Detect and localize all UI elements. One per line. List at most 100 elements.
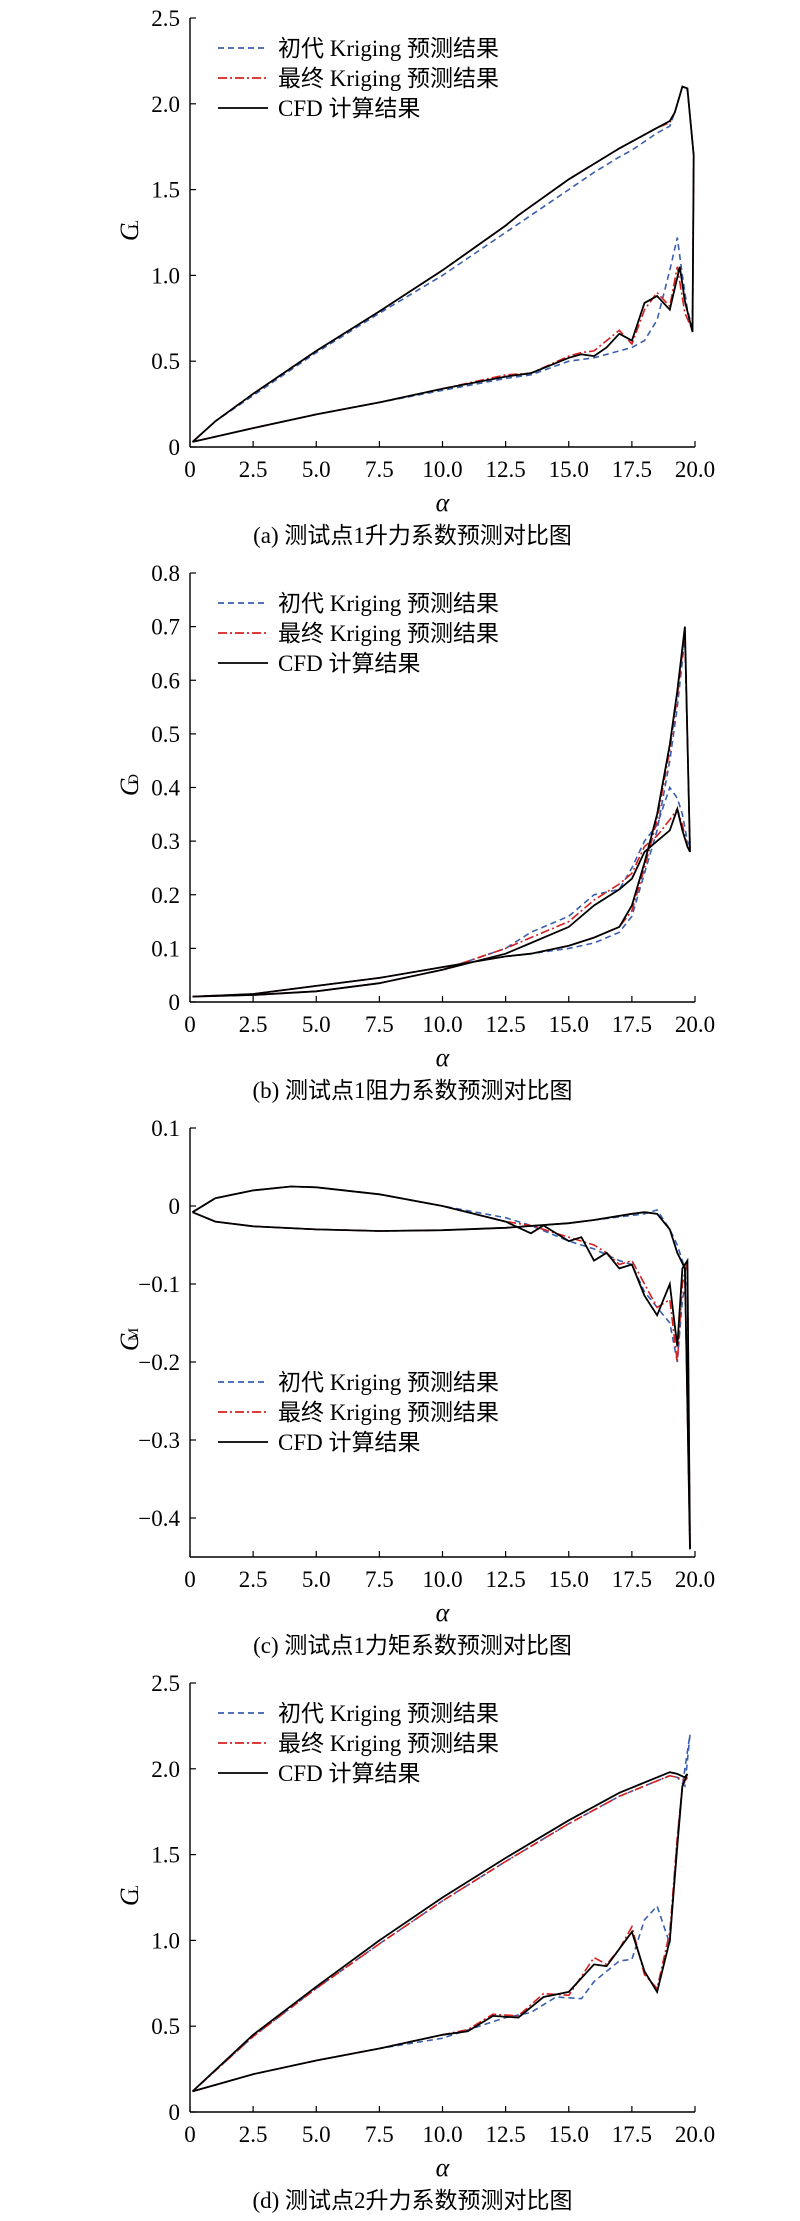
y-axis-label: C [115, 1888, 144, 1906]
x-tick-label: 10.0 [422, 1567, 462, 1592]
y-axis-label-subscript: M [126, 1328, 142, 1341]
y-tick-label: 0 [169, 435, 181, 460]
series-line-2 [192, 631, 691, 998]
y-axis-label-subscript: L [126, 220, 142, 229]
y-tick-label: 1.5 [151, 1843, 180, 1868]
x-tick-label: 2.5 [239, 1567, 268, 1592]
y-tick-label: −0.1 [138, 1272, 180, 1297]
x-tick-label: 10.0 [422, 1012, 462, 1037]
x-tick-label: 2.5 [239, 457, 268, 482]
y-tick-label: −0.2 [138, 1350, 180, 1375]
legend-label: 初代 Kriging 预测结果 [278, 1701, 499, 1726]
series-line-2 [192, 1185, 691, 1550]
legend-label: 最终 Kriging 预测结果 [278, 1400, 499, 1425]
x-tick-label: 17.5 [612, 1567, 652, 1592]
y-tick-label: 0.4 [151, 776, 180, 801]
y-tick-label: 1.5 [151, 178, 180, 203]
y-tick-label: 0 [169, 990, 181, 1015]
x-tick-label: 17.5 [612, 457, 652, 482]
x-tick-label: 20.0 [675, 1012, 715, 1037]
legend-label: CFD 计算结果 [278, 1761, 421, 1786]
legend-label: CFD 计算结果 [278, 96, 421, 121]
x-tick-label: 0 [184, 2122, 196, 2147]
x-tick-label: 10.0 [422, 2122, 462, 2147]
x-tick-label: 15.0 [549, 1012, 589, 1037]
chart-svg: 0 2.5 5.0 7.5 10.0 12.5 15.0 17.5 20.0 0 0.5 1.0 1.5… [115, 6, 715, 548]
x-tick-label: 0 [184, 1012, 196, 1037]
x-tick-label: 5.0 [302, 1012, 331, 1037]
x-tick-label: 12.5 [486, 457, 526, 482]
y-tick-label: 0.1 [151, 936, 180, 961]
series-line-3 [192, 626, 691, 998]
chart-caption: (d) 测试点2升力系数预测对比图 [252, 2188, 572, 2213]
x-tick-label: 7.5 [365, 1567, 394, 1592]
y-tick-label: 0.5 [151, 349, 180, 374]
series-line-3 [191, 85, 695, 443]
y-axis-label: C [115, 778, 144, 796]
y-axis-label-subscript: L [126, 1885, 142, 1894]
legend-label: 最终 Kriging 预测结果 [278, 621, 499, 646]
chart-panel-d: 0 2.5 5.0 7.5 10.0 12.5 15.0 17.5 20.0 0 0.5 1.0 1.5… [0, 1665, 800, 2220]
y-tick-label: 0 [169, 2100, 181, 2125]
y-tick-label: 0.2 [151, 883, 180, 908]
x-axis-label: α [436, 488, 451, 517]
x-tick-label: 12.5 [486, 1567, 526, 1592]
legend-label: CFD 计算结果 [278, 1430, 421, 1455]
y-tick-label: −0.4 [138, 1506, 180, 1531]
legend-label: 最终 Kriging 预测结果 [278, 66, 499, 91]
y-tick-label: 0.6 [151, 668, 180, 693]
x-tick-label: 12.5 [486, 2122, 526, 2147]
x-tick-label: 2.5 [239, 2122, 268, 2147]
series-line-1 [192, 1185, 691, 1550]
x-tick-label: 10.0 [422, 457, 462, 482]
series-line-1 [191, 1734, 691, 2093]
series-line-3 [191, 1771, 689, 2093]
x-tick-label: 12.5 [486, 1012, 526, 1037]
legend-label: 初代 Kriging 预测结果 [278, 36, 499, 61]
x-tick-label: 15.0 [549, 1567, 589, 1592]
x-tick-label: 20.0 [675, 2122, 715, 2147]
y-tick-label: −0.3 [138, 1428, 180, 1453]
y-axis-label-subscript: D [126, 774, 142, 785]
y-axis-label: C [115, 1333, 144, 1351]
series-line-2 [191, 1774, 689, 2093]
y-tick-label: 2.0 [151, 92, 180, 117]
y-tick-label: 0.3 [151, 829, 180, 854]
series-line-3 [192, 1185, 691, 1550]
y-tick-label: 0.5 [151, 2014, 180, 2039]
x-tick-label: 5.0 [302, 2122, 331, 2147]
legend-label: CFD 计算结果 [278, 651, 421, 676]
chart-panel-b: 0 2.5 5.0 7.5 10.0 12.5 15.0 17.5 20.0 0 0.1 0.2 0.3… [0, 555, 800, 1110]
chart-panel-a: 0 2.5 5.0 7.5 10.0 12.5 15.0 17.5 20.0 0 0.5 1.0 1.5… [0, 0, 800, 555]
x-tick-label: 17.5 [612, 2122, 652, 2147]
x-axis-label: α [436, 1598, 451, 1627]
y-tick-label: 2.5 [151, 6, 180, 31]
chart-caption: (a) 测试点1升力系数预测对比图 [253, 523, 572, 548]
series-line-1 [192, 637, 691, 998]
x-tick-label: 15.0 [549, 2122, 589, 2147]
legend-label: 初代 Kriging 预测结果 [278, 591, 499, 616]
chart-panel-c: 0 2.5 5.0 7.5 10.0 12.5 15.0 17.5 20.0 0.1 0 −0.1 −0… [0, 1110, 800, 1665]
y-tick-label: 0 [169, 1194, 181, 1219]
x-tick-label: 17.5 [612, 1012, 652, 1037]
x-tick-label: 7.5 [365, 457, 394, 482]
legend-label: 初代 Kriging 预测结果 [278, 1370, 499, 1395]
x-tick-label: 20.0 [675, 457, 715, 482]
x-axis-label: α [436, 1043, 451, 1072]
legend-label: 最终 Kriging 预测结果 [278, 1731, 499, 1756]
x-tick-label: 20.0 [675, 1567, 715, 1592]
y-tick-label: 0.5 [151, 722, 180, 747]
x-tick-label: 0 [184, 457, 196, 482]
chart-svg: 0 2.5 5.0 7.5 10.0 12.5 15.0 17.5 20.0 0 0.5 1.0 1.5… [115, 1671, 715, 2213]
x-tick-label: 5.0 [302, 457, 331, 482]
x-tick-label: 15.0 [549, 457, 589, 482]
x-tick-label: 5.0 [302, 1567, 331, 1592]
x-axis-label: α [436, 2153, 451, 2182]
chart-caption: (b) 测试点1阻力系数预测对比图 [252, 1078, 572, 1103]
x-tick-label: 7.5 [365, 1012, 394, 1037]
y-tick-label: 0.8 [151, 561, 180, 586]
chart-svg: 0 2.5 5.0 7.5 10.0 12.5 15.0 17.5 20.0 0.1 0 −0.1 −0… [115, 1116, 715, 1658]
y-tick-label: 0.1 [151, 1116, 180, 1141]
y-axis-label: C [115, 223, 144, 241]
x-tick-label: 0 [184, 1567, 196, 1592]
